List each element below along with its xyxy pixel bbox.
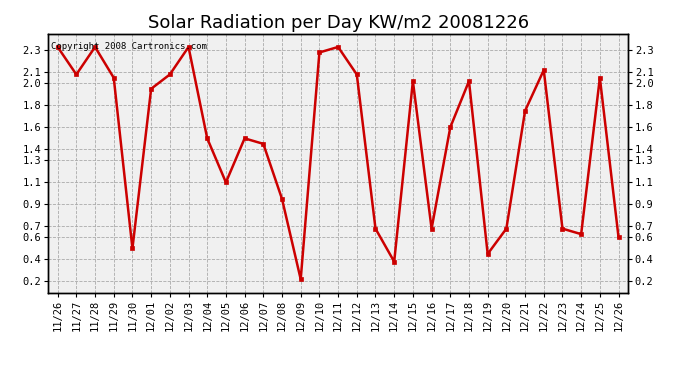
Text: Copyright 2008 Cartronics.com: Copyright 2008 Cartronics.com: [51, 42, 207, 51]
Title: Solar Radiation per Day KW/m2 20081226: Solar Radiation per Day KW/m2 20081226: [148, 14, 529, 32]
